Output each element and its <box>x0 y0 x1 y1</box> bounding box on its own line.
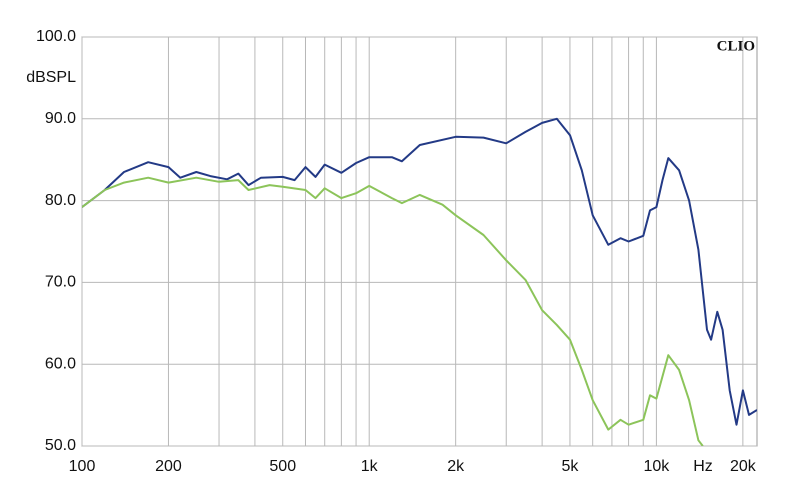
watermark: CLIO <box>717 38 755 54</box>
x-tick-label: 10k <box>644 458 671 475</box>
y-tick-label: 60.0 <box>45 355 76 372</box>
y-tick-label: 100.0 <box>36 28 76 45</box>
series-line <box>82 176 704 446</box>
x-tick-label: 500 <box>269 458 296 475</box>
x-tick-label: 20k <box>730 458 757 475</box>
y-axis-label: dBSPL <box>26 69 76 86</box>
y-tick-label: 50.0 <box>45 437 76 454</box>
x-tick-label: 100 <box>69 458 96 475</box>
x-tick-label: 2k <box>447 458 465 475</box>
x-tick-label: 5k <box>561 458 579 475</box>
x-unit-label: Hz <box>693 458 713 475</box>
series-line <box>82 117 757 426</box>
x-tick-label: 1k <box>361 458 379 475</box>
y-tick-label: 70.0 <box>45 274 76 291</box>
x-tick-label: 200 <box>155 458 182 475</box>
lines <box>82 117 757 446</box>
plot-area <box>81 36 758 447</box>
y-tick-label: 90.0 <box>45 110 76 127</box>
y-tick-label: 80.0 <box>45 192 76 209</box>
